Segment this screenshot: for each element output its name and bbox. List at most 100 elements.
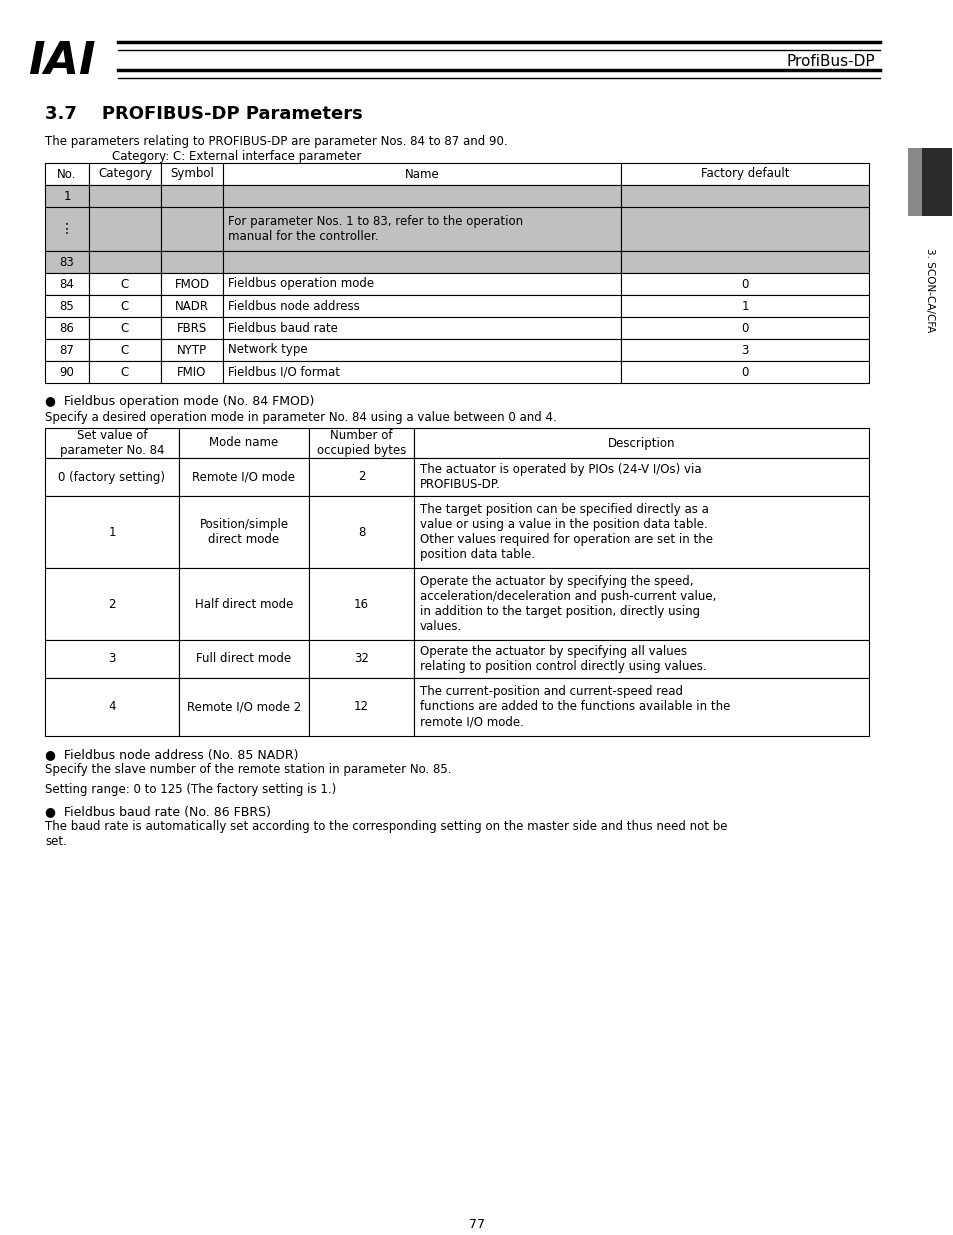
Bar [89,273,161,295]
Bar [223,163,620,185]
Bar [45,251,89,273]
Bar [223,295,620,317]
Text: Fieldbus I/O format: Fieldbus I/O format [228,366,339,378]
Text: Fieldbus node address: Fieldbus node address [228,300,359,312]
Bar [179,429,309,458]
Bar [179,640,309,678]
Bar [161,361,223,383]
Bar [45,338,89,361]
Text: Operate the actuator by specifying the speed,
acceleration/deceleration and push: Operate the actuator by specifying the s… [419,576,716,634]
Bar [309,678,414,736]
Bar [89,317,161,338]
Text: The baud rate is automatically set according to the corresponding setting on the: The baud rate is automatically set accor… [45,820,727,848]
Bar [89,185,161,207]
Bar [223,207,620,251]
Bar [620,163,868,185]
Text: 83: 83 [59,256,74,268]
Text: 0: 0 [740,321,748,335]
Bar [414,678,868,736]
Bar [89,251,161,273]
Text: Remote I/O mode: Remote I/O mode [193,471,295,483]
Bar [89,338,161,361]
Text: No.: No. [57,168,76,180]
Bar [620,207,868,251]
Text: IAI: IAI [28,41,95,84]
Bar [45,458,179,496]
Text: The actuator is operated by PIOs (24-V I/Os) via
PROFIBUS-DP.: The actuator is operated by PIOs (24-V I… [419,463,700,492]
Bar [161,207,223,251]
Text: 84: 84 [59,278,74,290]
Text: C: C [121,278,129,290]
Text: 3: 3 [740,343,748,357]
Text: C: C [121,343,129,357]
Bar [45,185,89,207]
Bar [620,338,868,361]
Text: 1: 1 [740,300,748,312]
Bar [45,568,179,640]
Bar [223,317,620,338]
Text: Specify a desired operation mode in parameter No. 84 using a value between 0 and: Specify a desired operation mode in para… [45,411,557,424]
Bar [45,273,89,295]
Bar [45,678,179,736]
Text: Description: Description [607,436,675,450]
Text: Fieldbus baud rate: Fieldbus baud rate [228,321,337,335]
Text: 0: 0 [740,366,748,378]
Bar [309,496,414,568]
Bar [620,317,868,338]
Text: Full direct mode: Full direct mode [196,652,292,666]
Bar [45,361,89,383]
Text: 77: 77 [469,1218,484,1231]
Text: NYTP: NYTP [176,343,207,357]
Text: ●  Fieldbus operation mode (No. 84 FMOD): ● Fieldbus operation mode (No. 84 FMOD) [45,395,314,408]
Text: 2: 2 [108,598,115,610]
Bar [45,317,89,338]
Bar [89,207,161,251]
Bar [45,295,89,317]
Text: C: C [121,300,129,312]
Text: 0 (factory setting): 0 (factory setting) [58,471,165,483]
Text: The current-position and current-speed read
functions are added to the functions: The current-position and current-speed r… [419,685,730,729]
Text: 8: 8 [357,526,365,538]
Text: FMOD: FMOD [174,278,210,290]
Text: 85: 85 [59,300,74,312]
Text: Symbol: Symbol [170,168,213,180]
Text: Name: Name [404,168,439,180]
Text: NADR: NADR [174,300,209,312]
Bar [414,568,868,640]
Bar [414,496,868,568]
Text: 86: 86 [59,321,74,335]
Text: C: C [121,366,129,378]
Bar [89,361,161,383]
Text: The target position can be specified directly as a
value or using a value in the: The target position can be specified dir… [419,503,712,561]
Text: Half direct mode: Half direct mode [194,598,293,610]
Bar [179,568,309,640]
Text: 1: 1 [63,189,71,203]
Text: Remote I/O mode 2: Remote I/O mode 2 [187,700,301,714]
Bar [620,251,868,273]
Bar [45,163,89,185]
Bar [907,148,921,216]
Bar [161,338,223,361]
Text: 16: 16 [354,598,369,610]
Text: 2: 2 [357,471,365,483]
Bar [45,496,179,568]
Text: 90: 90 [59,366,74,378]
Bar [45,640,179,678]
Bar [414,458,868,496]
Bar [223,251,620,273]
Bar [179,678,309,736]
Bar [89,163,161,185]
Bar [161,163,223,185]
Bar [45,429,179,458]
Bar [179,496,309,568]
Bar [223,361,620,383]
Text: Number of
occupied bytes: Number of occupied bytes [316,429,406,457]
Bar [161,295,223,317]
Text: 3.7    PROFIBUS-DP Parameters: 3.7 PROFIBUS-DP Parameters [45,105,362,124]
Bar [620,295,868,317]
Text: Category: C: External interface parameter: Category: C: External interface paramete… [112,149,361,163]
Text: Operate the actuator by specifying all values
relating to position control direc: Operate the actuator by specifying all v… [419,645,706,673]
Text: ProfiBus-DP: ProfiBus-DP [785,54,874,69]
Text: Factory default: Factory default [700,168,788,180]
Bar [45,207,89,251]
